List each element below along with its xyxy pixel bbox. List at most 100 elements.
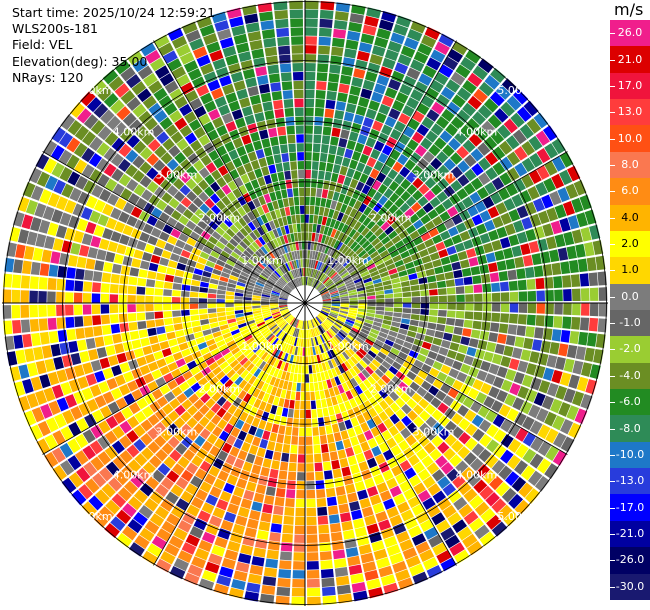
velocity-gate xyxy=(369,168,380,179)
velocity-gate xyxy=(285,390,292,400)
velocity-gate xyxy=(334,155,343,165)
velocity-gate xyxy=(253,547,266,558)
velocity-gate xyxy=(282,524,294,534)
velocity-gate xyxy=(521,216,533,230)
ring-label: 1.00km xyxy=(327,254,369,267)
velocity-gate xyxy=(451,261,462,271)
velocity-gate xyxy=(148,80,163,94)
velocity-gate xyxy=(193,105,207,118)
velocity-gate xyxy=(88,349,99,361)
velocity-gate xyxy=(512,397,525,411)
velocity-gate xyxy=(273,285,282,291)
velocity-gate xyxy=(236,319,246,325)
velocity-gate xyxy=(163,372,174,383)
velocity-gate xyxy=(294,328,299,337)
velocity-gate xyxy=(534,475,550,492)
velocity-gate xyxy=(432,542,448,556)
velocity-gate xyxy=(292,62,304,72)
velocity-gate xyxy=(277,36,290,46)
velocity-gate xyxy=(228,63,242,75)
velocity-gate xyxy=(190,366,201,376)
velocity-gate xyxy=(222,172,233,184)
velocity-gate xyxy=(262,289,272,294)
ring-label: 4.00km xyxy=(456,126,498,139)
velocity-gate xyxy=(154,296,163,303)
velocity-gate xyxy=(338,503,350,514)
velocity-gate xyxy=(538,380,551,394)
velocity-gate xyxy=(424,403,437,415)
velocity-gate xyxy=(312,337,317,346)
velocity-gate xyxy=(186,190,198,202)
velocity-gate xyxy=(272,451,282,461)
velocity-gate xyxy=(237,506,250,518)
velocity-gate xyxy=(393,287,402,294)
velocity-gate xyxy=(226,355,236,365)
velocity-gate xyxy=(216,125,228,137)
velocity-gate xyxy=(185,333,195,342)
velocity-gate xyxy=(365,108,377,120)
velocity-gate xyxy=(234,117,246,129)
velocity-gate xyxy=(258,157,268,168)
velocity-gate xyxy=(29,290,38,303)
velocity-gate xyxy=(410,20,426,34)
velocity-gate xyxy=(116,532,133,548)
velocity-gate xyxy=(481,273,491,284)
velocity-gate xyxy=(279,299,288,302)
velocity-gate xyxy=(81,233,93,246)
velocity-gate xyxy=(290,161,298,171)
velocity-gate xyxy=(461,267,472,277)
velocity-gate xyxy=(149,513,165,527)
velocity-gate xyxy=(270,404,278,415)
velocity-gate xyxy=(328,442,337,452)
velocity-gate xyxy=(279,297,288,301)
velocity-gate xyxy=(381,323,391,330)
velocity-gate xyxy=(475,392,488,404)
velocity-gate xyxy=(54,413,67,429)
velocity-gate xyxy=(335,101,347,111)
velocity-gate xyxy=(357,308,367,313)
velocity-gate xyxy=(514,256,525,268)
velocity-gate xyxy=(305,383,310,392)
velocity-gate xyxy=(402,303,412,308)
velocity-gate xyxy=(389,326,400,333)
velocity-gate xyxy=(100,293,110,303)
velocity-gate xyxy=(328,73,340,83)
velocity-gate xyxy=(314,317,320,326)
velocity-gate xyxy=(193,422,205,435)
velocity-gate xyxy=(367,375,377,386)
velocity-gate xyxy=(484,454,499,469)
velocity-gate xyxy=(256,321,266,327)
velocity-gate xyxy=(255,250,263,259)
velocity-gate xyxy=(139,260,150,270)
velocity-gate xyxy=(240,369,249,379)
velocity-gate xyxy=(252,310,262,314)
velocity-gate xyxy=(243,290,253,295)
velocity-gate xyxy=(242,237,251,247)
velocity-gate xyxy=(289,271,294,280)
velocity-gate xyxy=(180,423,192,436)
velocity-gate xyxy=(76,108,92,124)
velocity-gate xyxy=(243,308,253,313)
velocity-gate xyxy=(432,259,442,268)
velocity-gate xyxy=(301,241,305,250)
velocity-gate xyxy=(316,345,322,354)
velocity-gate xyxy=(509,303,519,313)
velocity-gate xyxy=(281,254,287,264)
velocity-gate xyxy=(352,518,365,529)
velocity-gate xyxy=(257,370,265,380)
velocity-gate xyxy=(395,397,406,408)
velocity-gate xyxy=(191,455,204,467)
velocity-gate xyxy=(372,321,382,328)
velocity-gate xyxy=(146,543,163,558)
velocity-gate xyxy=(366,291,376,297)
velocity-gate xyxy=(67,171,81,186)
velocity-gate xyxy=(324,108,335,118)
velocity-gate xyxy=(453,549,470,564)
velocity-gate xyxy=(266,355,274,365)
velocity-gate xyxy=(494,250,505,261)
velocity-gate xyxy=(248,244,257,253)
velocity-gate xyxy=(284,314,292,321)
velocity-gate xyxy=(233,33,248,45)
velocity-gate xyxy=(314,251,319,260)
velocity-gate xyxy=(408,325,418,333)
